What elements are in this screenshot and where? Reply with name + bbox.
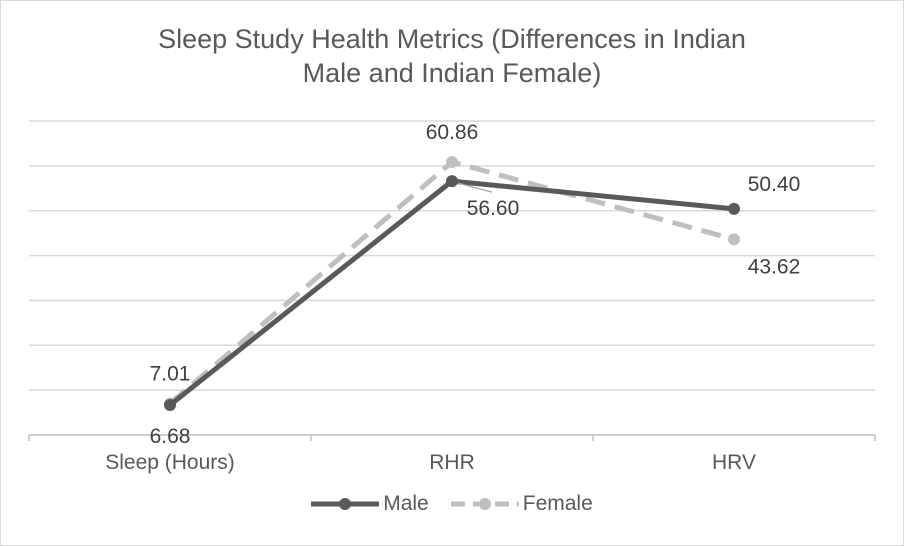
x-axis: Sleep (Hours) RHR HRV: [28, 434, 876, 474]
legend-label-male: Male: [383, 492, 429, 515]
data-point-male: [728, 202, 740, 215]
legend-swatch-male: [311, 498, 380, 510]
x-tick-label: Sleep (Hours): [105, 451, 235, 474]
legend-swatch-female: [450, 498, 519, 510]
data-label-male: 6.68: [150, 425, 191, 448]
series-layer: [164, 155, 740, 412]
legend-item-female: Female: [450, 492, 593, 516]
label-leader-line: [457, 182, 493, 193]
legend-label-female: Female: [522, 492, 593, 515]
data-point-male: [164, 399, 176, 412]
data-label-male: 50.40: [748, 173, 801, 196]
data-labels: 6.68 56.60 50.40 7.01 60.86 43.62: [150, 121, 801, 448]
data-point-female: [728, 233, 740, 246]
data-label-female: 43.62: [748, 255, 801, 278]
legend: Male Female: [0, 492, 904, 516]
data-label-male: 56.60: [467, 197, 520, 220]
data-point-female: [446, 155, 458, 168]
data-point-male: [446, 175, 458, 188]
x-tick-label: HRV: [712, 451, 756, 474]
legend-item-male: Male: [311, 492, 429, 516]
chart-title: Sleep Study Health Metrics (Differences …: [158, 24, 746, 88]
data-label-female: 60.86: [426, 121, 479, 144]
x-tick-label: RHR: [429, 451, 475, 474]
data-label-female: 7.01: [150, 363, 191, 386]
